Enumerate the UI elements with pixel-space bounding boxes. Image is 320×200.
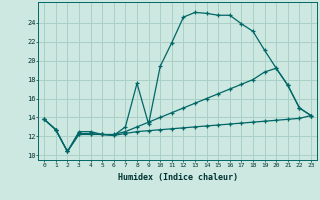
X-axis label: Humidex (Indice chaleur): Humidex (Indice chaleur) — [118, 173, 238, 182]
